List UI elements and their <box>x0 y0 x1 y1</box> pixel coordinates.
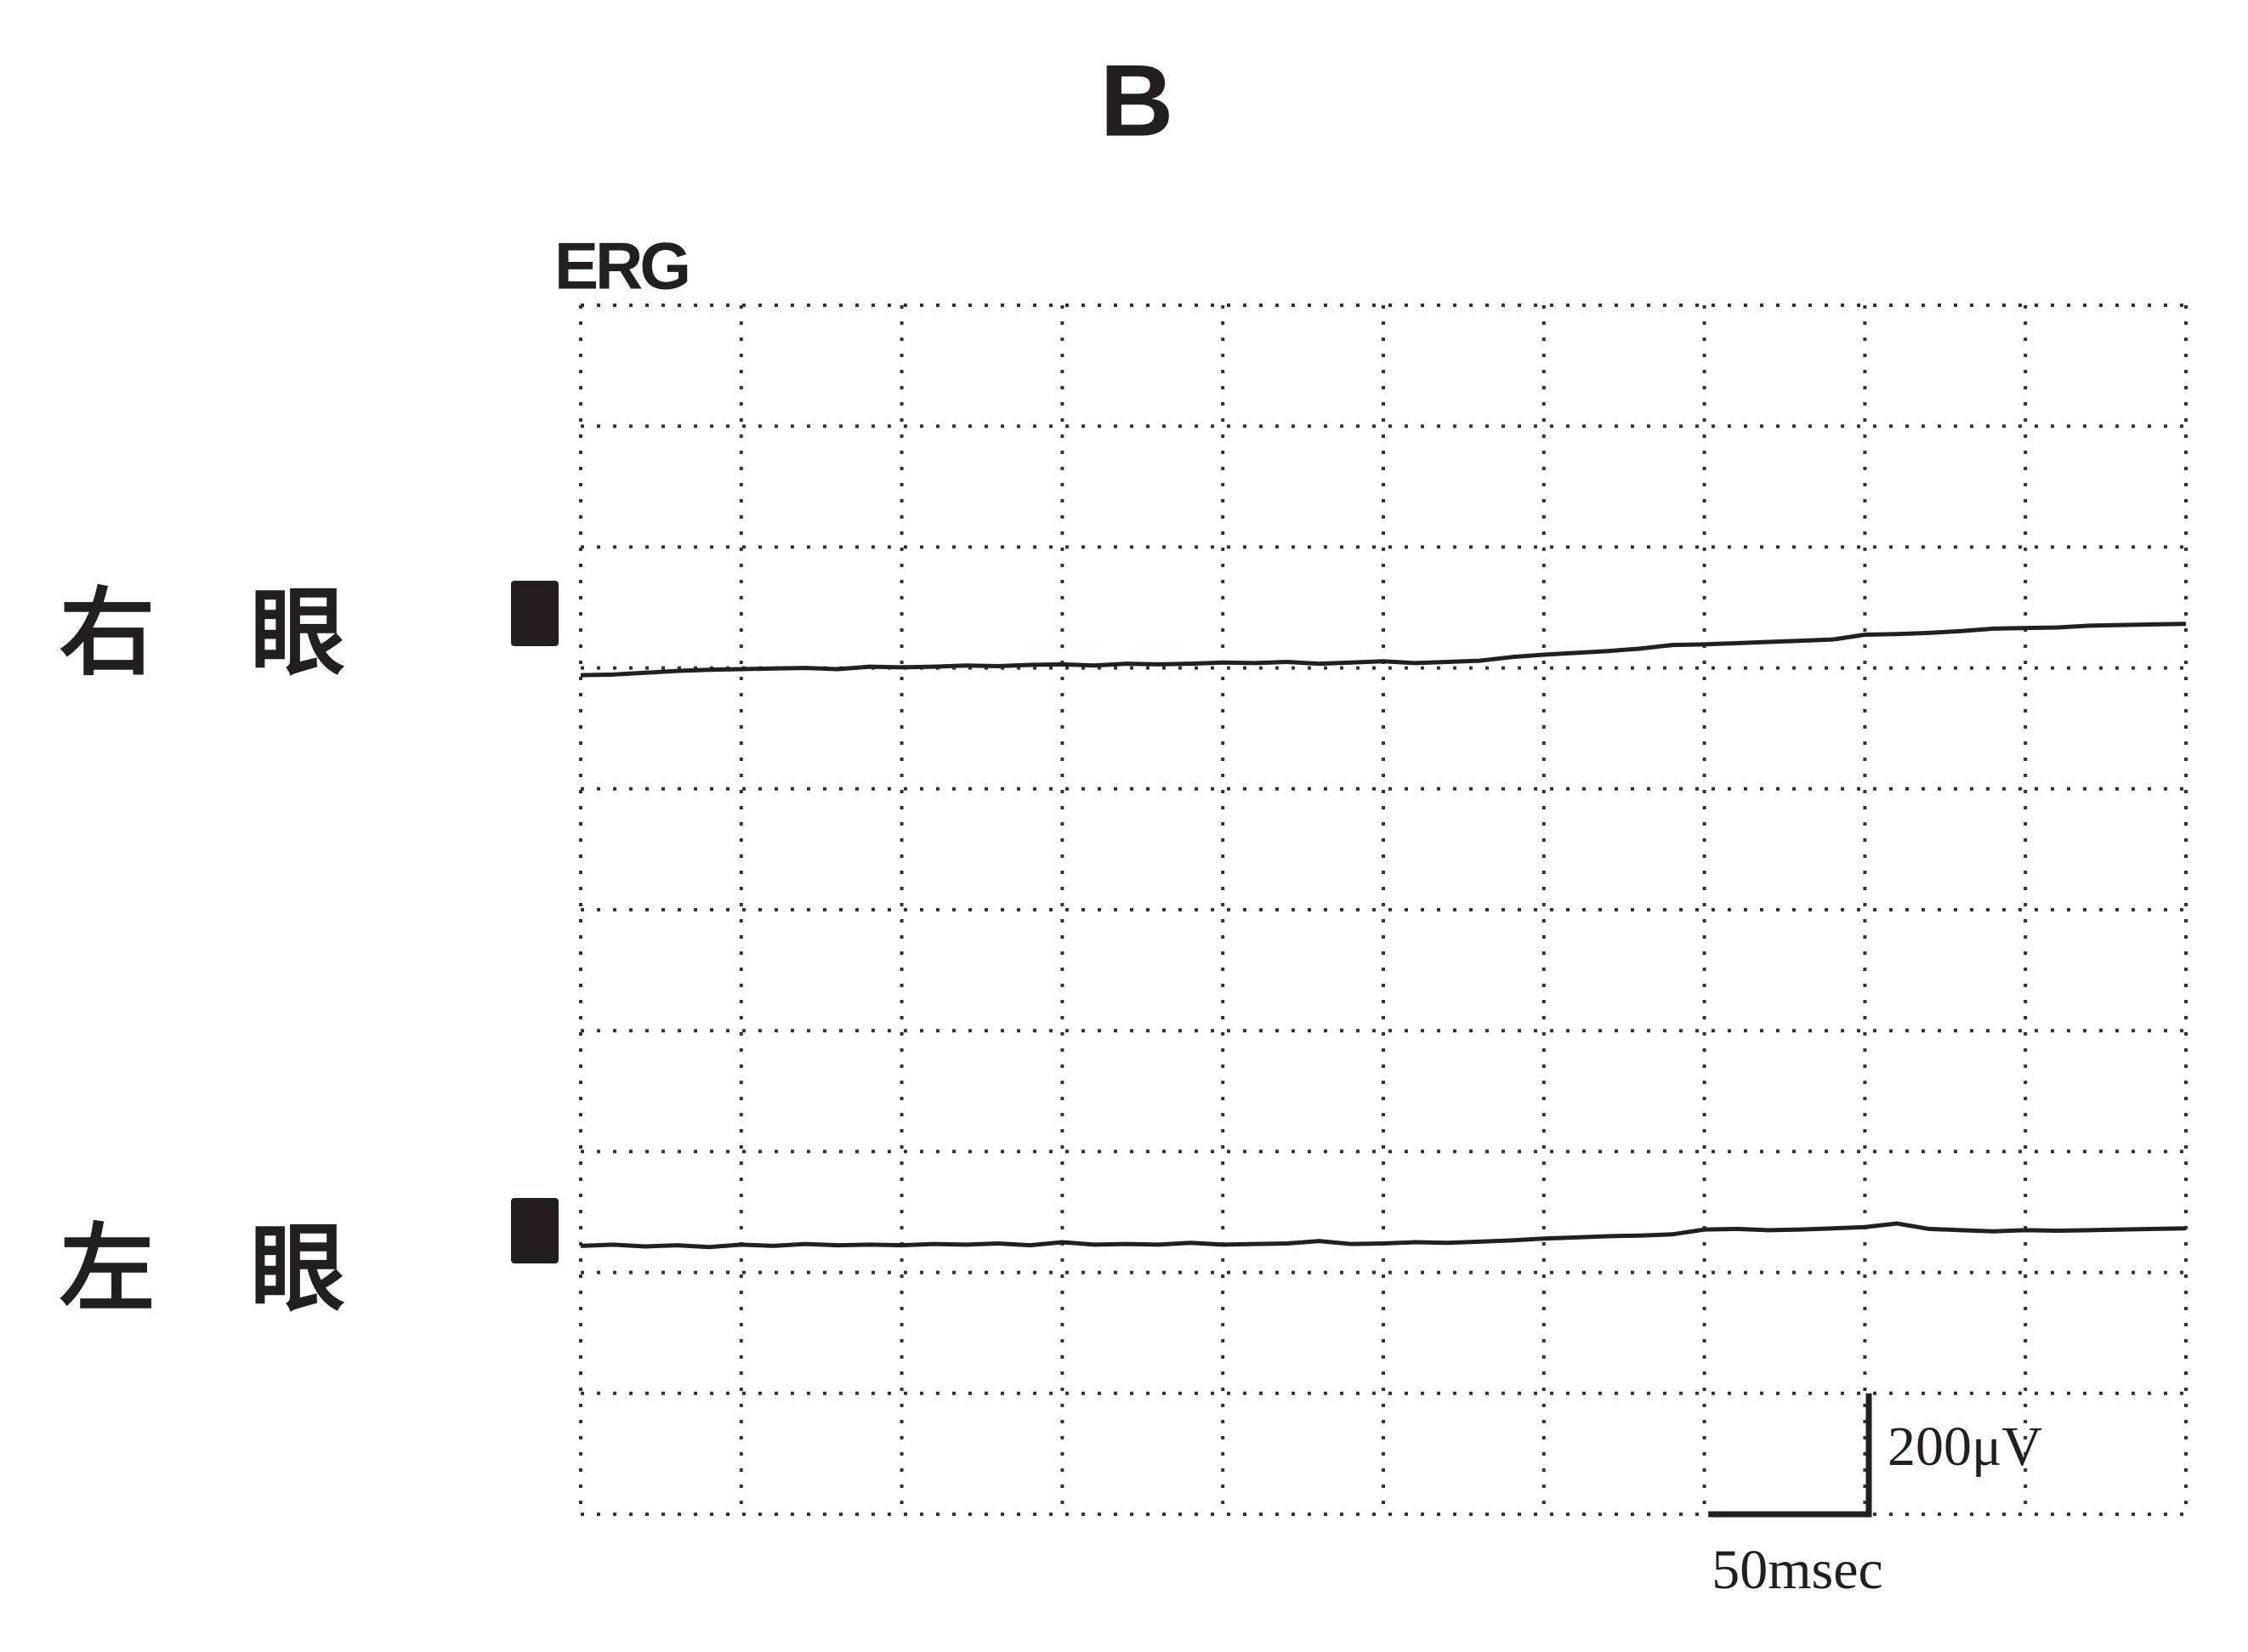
scale-x-label: 50msec <box>1712 1539 1883 1601</box>
chart-title: B <box>1100 44 1174 158</box>
scale-bar <box>1708 1393 1872 1518</box>
scale-y-label: 200μV <box>1888 1416 2042 1478</box>
trace-marker <box>511 581 559 646</box>
trace <box>580 622 2187 678</box>
series-label: 左 眼 <box>60 1214 345 1325</box>
panel-label: ERG <box>554 229 688 304</box>
series-label: 右 眼 <box>60 578 345 689</box>
trace <box>580 1221 2187 1250</box>
trace-marker <box>511 1198 559 1263</box>
